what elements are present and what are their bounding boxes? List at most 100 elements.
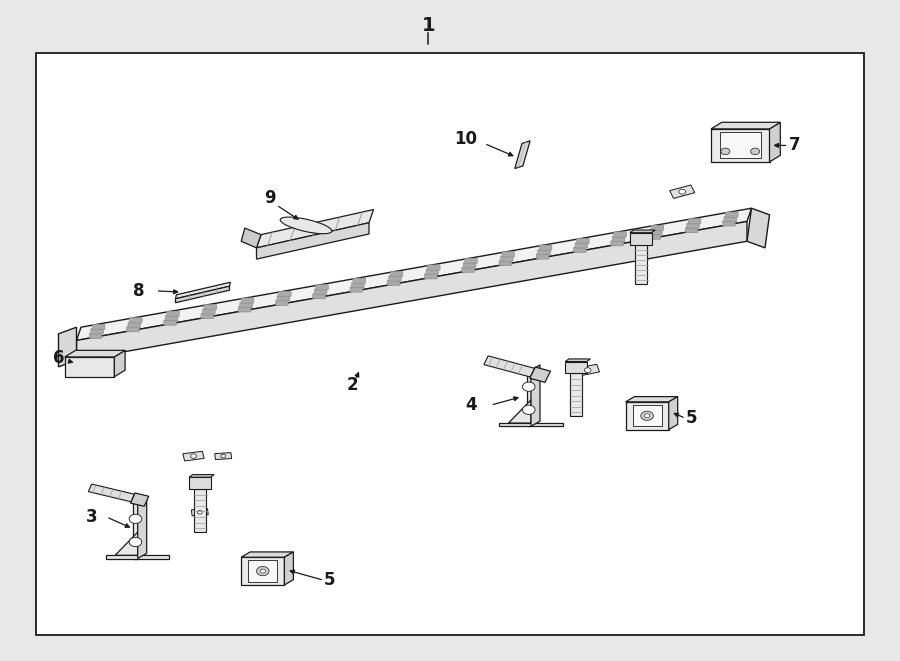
FancyBboxPatch shape: [201, 313, 213, 319]
FancyBboxPatch shape: [389, 276, 401, 281]
Text: 5: 5: [686, 409, 698, 428]
Text: 5: 5: [324, 571, 336, 590]
FancyBboxPatch shape: [350, 287, 363, 292]
FancyBboxPatch shape: [502, 252, 515, 257]
Circle shape: [191, 454, 196, 458]
Polygon shape: [711, 129, 770, 162]
FancyBboxPatch shape: [202, 309, 215, 314]
Polygon shape: [215, 453, 231, 459]
FancyBboxPatch shape: [464, 258, 477, 264]
Circle shape: [197, 510, 202, 514]
Circle shape: [129, 514, 142, 524]
Polygon shape: [76, 221, 747, 360]
FancyBboxPatch shape: [36, 53, 864, 635]
Polygon shape: [576, 364, 599, 376]
Polygon shape: [626, 397, 678, 402]
FancyBboxPatch shape: [614, 232, 626, 237]
Polygon shape: [770, 122, 780, 162]
FancyBboxPatch shape: [723, 221, 735, 226]
FancyBboxPatch shape: [239, 302, 252, 307]
FancyBboxPatch shape: [275, 300, 288, 305]
Circle shape: [256, 566, 269, 576]
FancyBboxPatch shape: [538, 249, 551, 254]
Text: 7: 7: [788, 136, 800, 155]
FancyBboxPatch shape: [238, 307, 251, 312]
Text: 2: 2: [347, 375, 358, 394]
FancyBboxPatch shape: [650, 229, 662, 235]
Polygon shape: [65, 357, 114, 377]
Polygon shape: [138, 497, 147, 559]
FancyBboxPatch shape: [573, 247, 586, 253]
FancyBboxPatch shape: [352, 282, 365, 288]
FancyBboxPatch shape: [428, 265, 440, 270]
FancyBboxPatch shape: [651, 225, 663, 231]
Polygon shape: [571, 373, 582, 416]
Polygon shape: [115, 532, 138, 555]
Polygon shape: [241, 552, 293, 557]
FancyBboxPatch shape: [687, 223, 699, 228]
FancyBboxPatch shape: [353, 278, 365, 284]
Polygon shape: [515, 141, 530, 169]
FancyBboxPatch shape: [575, 243, 588, 248]
Polygon shape: [65, 350, 125, 357]
Polygon shape: [130, 493, 148, 506]
Polygon shape: [114, 350, 125, 377]
FancyBboxPatch shape: [387, 280, 400, 286]
Polygon shape: [241, 228, 261, 248]
FancyBboxPatch shape: [314, 289, 327, 294]
FancyBboxPatch shape: [425, 274, 437, 279]
Polygon shape: [669, 397, 678, 430]
Circle shape: [220, 454, 226, 458]
FancyBboxPatch shape: [278, 292, 291, 297]
FancyBboxPatch shape: [536, 254, 549, 259]
FancyBboxPatch shape: [724, 216, 736, 221]
FancyBboxPatch shape: [725, 212, 738, 217]
Circle shape: [641, 411, 653, 420]
Text: 10: 10: [454, 130, 477, 148]
Polygon shape: [531, 365, 540, 426]
Polygon shape: [88, 484, 134, 502]
FancyBboxPatch shape: [313, 293, 326, 299]
Text: 9: 9: [265, 189, 275, 208]
Polygon shape: [508, 400, 531, 423]
FancyBboxPatch shape: [127, 327, 140, 332]
Polygon shape: [256, 210, 374, 248]
FancyBboxPatch shape: [499, 260, 511, 266]
Text: 8: 8: [132, 282, 144, 300]
Polygon shape: [133, 502, 138, 559]
Polygon shape: [711, 122, 780, 129]
FancyBboxPatch shape: [316, 285, 328, 290]
Polygon shape: [747, 208, 770, 248]
FancyBboxPatch shape: [91, 329, 104, 334]
FancyBboxPatch shape: [685, 227, 698, 233]
FancyBboxPatch shape: [462, 267, 474, 272]
Circle shape: [679, 189, 686, 194]
Circle shape: [751, 148, 760, 155]
Circle shape: [522, 382, 535, 391]
FancyBboxPatch shape: [204, 305, 217, 310]
Polygon shape: [633, 405, 662, 426]
FancyBboxPatch shape: [612, 236, 625, 241]
FancyBboxPatch shape: [539, 245, 552, 251]
Circle shape: [644, 414, 650, 418]
Polygon shape: [256, 223, 369, 259]
Polygon shape: [284, 552, 293, 585]
FancyBboxPatch shape: [93, 325, 105, 330]
Text: 3: 3: [86, 508, 97, 526]
FancyBboxPatch shape: [166, 311, 179, 317]
FancyBboxPatch shape: [166, 315, 178, 321]
Circle shape: [522, 405, 535, 414]
FancyBboxPatch shape: [391, 272, 403, 277]
Polygon shape: [530, 367, 551, 382]
Circle shape: [260, 569, 265, 573]
FancyBboxPatch shape: [426, 269, 438, 274]
Polygon shape: [565, 359, 590, 362]
Polygon shape: [500, 423, 562, 426]
FancyBboxPatch shape: [611, 241, 624, 246]
Polygon shape: [194, 489, 205, 532]
Circle shape: [721, 148, 730, 155]
Polygon shape: [635, 245, 646, 284]
FancyBboxPatch shape: [500, 256, 513, 261]
Text: 6: 6: [53, 349, 64, 368]
Polygon shape: [176, 282, 230, 299]
